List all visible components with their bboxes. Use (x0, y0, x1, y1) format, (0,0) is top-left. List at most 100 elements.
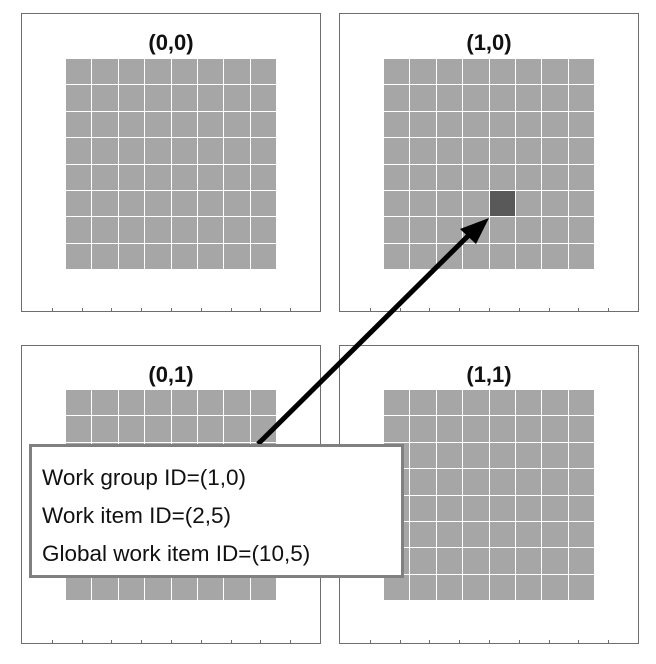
work-item-cell (171, 190, 197, 217)
work-item-cell (250, 190, 276, 217)
work-item-cell (171, 574, 197, 600)
work-item-cell (92, 390, 118, 416)
work-item-cell (384, 217, 410, 243)
work-item-cell (384, 59, 410, 85)
work-item-cell (515, 164, 542, 190)
work-item-cell (568, 111, 594, 138)
work-item-cell (463, 442, 489, 469)
work-item-cell (568, 416, 594, 442)
work-item-cell (542, 416, 568, 442)
work-item-cell (568, 521, 594, 548)
work-item-cell (224, 59, 250, 85)
work-item-cell (250, 416, 276, 442)
work-item-cell (410, 548, 436, 574)
work-item-cell (410, 495, 436, 521)
work-item-cell (436, 442, 463, 469)
work-item-cell (66, 243, 92, 269)
work-item-cell (568, 217, 594, 243)
work-item-cell (197, 217, 224, 243)
workgroup-label: (1,0) (466, 30, 512, 55)
work-item-cell (515, 495, 542, 521)
work-item-cell (568, 59, 594, 85)
work-item-cell (66, 416, 92, 442)
panel-bottom-ticks (22, 639, 320, 644)
work-item-cell (463, 138, 489, 164)
work-item-cell (66, 138, 92, 164)
work-item-cell (410, 442, 436, 469)
panel-bottom-ticks (22, 307, 320, 312)
work-item-cell (92, 190, 118, 217)
work-item-cell (224, 85, 250, 111)
work-item-cell (250, 138, 276, 164)
work-item-cell (489, 164, 515, 190)
work-item-cell (463, 59, 489, 85)
work-item-cell (410, 521, 436, 548)
work-item-cell (515, 574, 542, 600)
work-item-cell (489, 243, 515, 269)
work-item-cell (66, 85, 92, 111)
highlighted-work-item (489, 190, 515, 217)
work-item-cell (568, 442, 594, 469)
work-item-cell (92, 416, 118, 442)
work-item-cell (542, 138, 568, 164)
workgroup-label: (0,0) (148, 30, 194, 55)
work-item-cell (436, 521, 463, 548)
work-item-cell (515, 243, 542, 269)
work-item-cell (224, 243, 250, 269)
panel-bottom-ticks (340, 639, 638, 644)
work-item-cell (463, 390, 489, 416)
work-item-cell (542, 442, 568, 469)
work-item-cell (197, 164, 224, 190)
work-item-cell (568, 574, 594, 600)
work-item-cell (92, 164, 118, 190)
work-item-cell (171, 390, 197, 416)
work-item-cell (118, 164, 145, 190)
work-item-cell (489, 59, 515, 85)
work-item-cell (384, 164, 410, 190)
work-item-cell (489, 111, 515, 138)
work-item-cell (515, 111, 542, 138)
work-item-cell (542, 243, 568, 269)
work-item-cell (463, 190, 489, 217)
work-item-cell (66, 190, 92, 217)
work-item-cell (515, 138, 542, 164)
work-item-cell (171, 164, 197, 190)
work-item-cell (250, 574, 276, 600)
work-item-cell (92, 243, 118, 269)
work-item-cell (489, 390, 515, 416)
work-item-cell (384, 138, 410, 164)
work-item-cell (515, 85, 542, 111)
work-item-cell (118, 390, 145, 416)
work-item-cell (436, 59, 463, 85)
work-item-cell (463, 111, 489, 138)
work-item-cell (463, 243, 489, 269)
work-item-cell (384, 111, 410, 138)
work-item-cell (145, 217, 171, 243)
work-item-cell (489, 217, 515, 243)
work-item-cell (224, 138, 250, 164)
work-item-cell (463, 416, 489, 442)
work-item-cell (542, 217, 568, 243)
work-item-cell (436, 217, 463, 243)
work-item-cell (436, 85, 463, 111)
work-item-cell (145, 416, 171, 442)
work-item-cell (118, 138, 145, 164)
work-item-cell (250, 390, 276, 416)
work-item-cell (118, 190, 145, 217)
work-item-cell (384, 85, 410, 111)
work-item-cell (384, 390, 410, 416)
work-item-cell (568, 138, 594, 164)
work-item-cell (224, 416, 250, 442)
work-item-cell (384, 416, 410, 442)
work-item-cell (542, 390, 568, 416)
work-item-id-line: Work item ID=(2,5) (42, 503, 231, 528)
work-item-cell (250, 164, 276, 190)
work-item-cell (250, 59, 276, 85)
work-item-grid (384, 59, 594, 269)
work-item-cell (568, 469, 594, 495)
work-item-cell (515, 59, 542, 85)
work-item-cell (436, 469, 463, 495)
work-item-cell (542, 111, 568, 138)
work-item-cell (224, 190, 250, 217)
work-item-cell (197, 243, 224, 269)
